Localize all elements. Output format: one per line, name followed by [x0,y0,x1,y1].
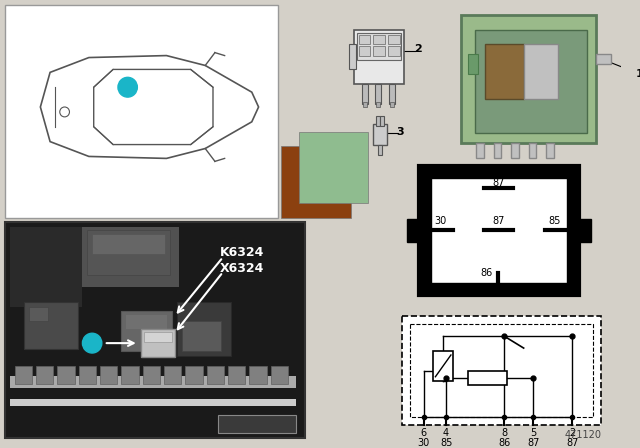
Bar [577,219,591,242]
Text: 87: 87 [492,178,504,188]
Bar [57,366,75,383]
Circle shape [83,333,102,353]
Bar [410,324,593,417]
Bar [468,371,507,385]
Bar [164,366,181,383]
Bar [376,102,380,107]
Text: 85: 85 [440,438,452,448]
Bar [407,219,421,242]
Bar [375,84,381,104]
Text: 87: 87 [492,215,504,225]
Bar [373,34,385,44]
Bar [271,366,288,383]
Text: 8: 8 [501,428,508,438]
Text: 6: 6 [420,428,427,438]
Text: 471120: 471120 [564,430,601,440]
Text: K6324: K6324 [220,246,264,258]
Text: 4: 4 [443,428,449,438]
Bar [524,44,557,99]
Bar [207,366,224,383]
Bar [468,54,478,74]
Text: 30: 30 [434,215,446,225]
Bar [485,44,524,99]
Bar [218,415,296,433]
Bar [121,366,139,383]
Text: 87: 87 [527,438,540,448]
Bar [376,116,380,125]
Text: 030024: 030024 [239,419,275,429]
Bar [36,366,53,383]
Bar [121,311,172,351]
Bar [10,376,296,388]
Bar [373,47,385,56]
Bar [359,47,371,56]
Bar [431,178,567,283]
Bar [143,366,160,383]
Bar [10,399,296,406]
Bar [493,143,501,158]
Text: X6324: X6324 [220,263,264,276]
Bar [141,329,175,357]
Bar [390,102,394,107]
Bar [143,332,172,342]
Bar [596,54,611,64]
Text: 5: 5 [530,428,536,438]
Bar [249,366,267,383]
Bar [24,302,77,349]
Bar [461,15,596,143]
Bar [475,30,587,134]
Bar [388,47,399,56]
Text: 86: 86 [498,438,510,448]
Bar [100,366,117,383]
Bar [92,234,165,254]
Bar [126,315,167,329]
Text: 3: 3 [397,126,404,137]
Bar [419,166,579,295]
Bar [546,143,554,158]
Text: 1: 1 [124,82,131,92]
Bar [388,34,399,44]
Text: 2: 2 [569,428,575,438]
Bar [79,366,96,383]
Bar [281,146,351,218]
Bar [10,228,83,306]
Bar [349,44,356,69]
Text: 85: 85 [548,215,561,225]
Bar [29,306,49,321]
Text: 30: 30 [418,438,430,448]
Bar [373,124,387,145]
Text: 2: 2 [414,44,422,55]
Bar [359,34,371,44]
Bar [228,366,245,383]
Bar [87,230,170,275]
Bar [177,302,231,356]
Bar [5,223,305,438]
Text: 1: 1 [636,69,640,79]
Bar [83,228,179,287]
Bar [354,30,404,84]
Bar [403,316,601,425]
Bar [389,84,395,104]
Bar [362,84,367,104]
Bar [357,33,401,60]
Bar [5,5,278,218]
Bar [476,143,484,158]
Text: 1: 1 [89,338,95,348]
Circle shape [118,78,138,97]
Text: 86: 86 [481,268,493,278]
Bar [299,132,369,202]
Bar [378,145,382,155]
Bar [380,116,384,125]
Bar [511,143,519,158]
Bar [182,321,221,351]
Bar [433,351,453,381]
Text: 87: 87 [566,438,579,448]
Bar [185,366,203,383]
Bar [363,102,367,107]
Bar [529,143,536,158]
Bar [15,366,32,383]
